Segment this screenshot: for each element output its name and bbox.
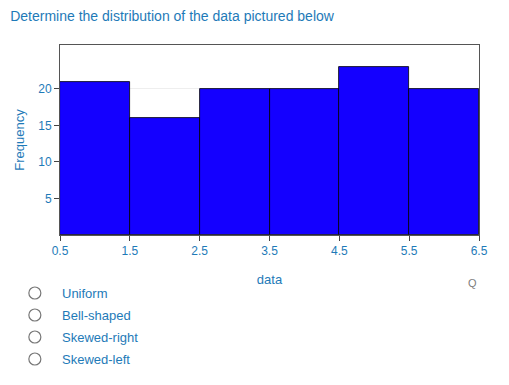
- svg-text:Skewed-left: Skewed-left: [62, 352, 130, 367]
- svg-text:5.5: 5.5: [401, 244, 418, 258]
- svg-text:Uniform: Uniform: [62, 286, 108, 301]
- svg-text:Skewed-right: Skewed-right: [62, 330, 138, 345]
- svg-text:5: 5: [45, 192, 52, 206]
- svg-text:3.5: 3.5: [261, 244, 278, 258]
- svg-text:Q: Q: [468, 277, 477, 289]
- svg-text:1.5: 1.5: [121, 244, 138, 258]
- svg-text:0.5: 0.5: [52, 244, 69, 258]
- svg-text:4.5: 4.5: [331, 244, 348, 258]
- svg-text:Determine the distribution of: Determine the distribution of the data p…: [10, 8, 335, 24]
- svg-text:6.5: 6.5: [471, 244, 488, 258]
- svg-text:2.5: 2.5: [191, 244, 208, 258]
- svg-text:20: 20: [38, 82, 52, 96]
- svg-text:10: 10: [38, 155, 52, 169]
- svg-text:Bell-shaped: Bell-shaped: [62, 308, 131, 323]
- svg-text:15: 15: [38, 119, 52, 133]
- svg-text:data: data: [257, 272, 283, 287]
- svg-text:Frequency: Frequency: [12, 109, 27, 171]
